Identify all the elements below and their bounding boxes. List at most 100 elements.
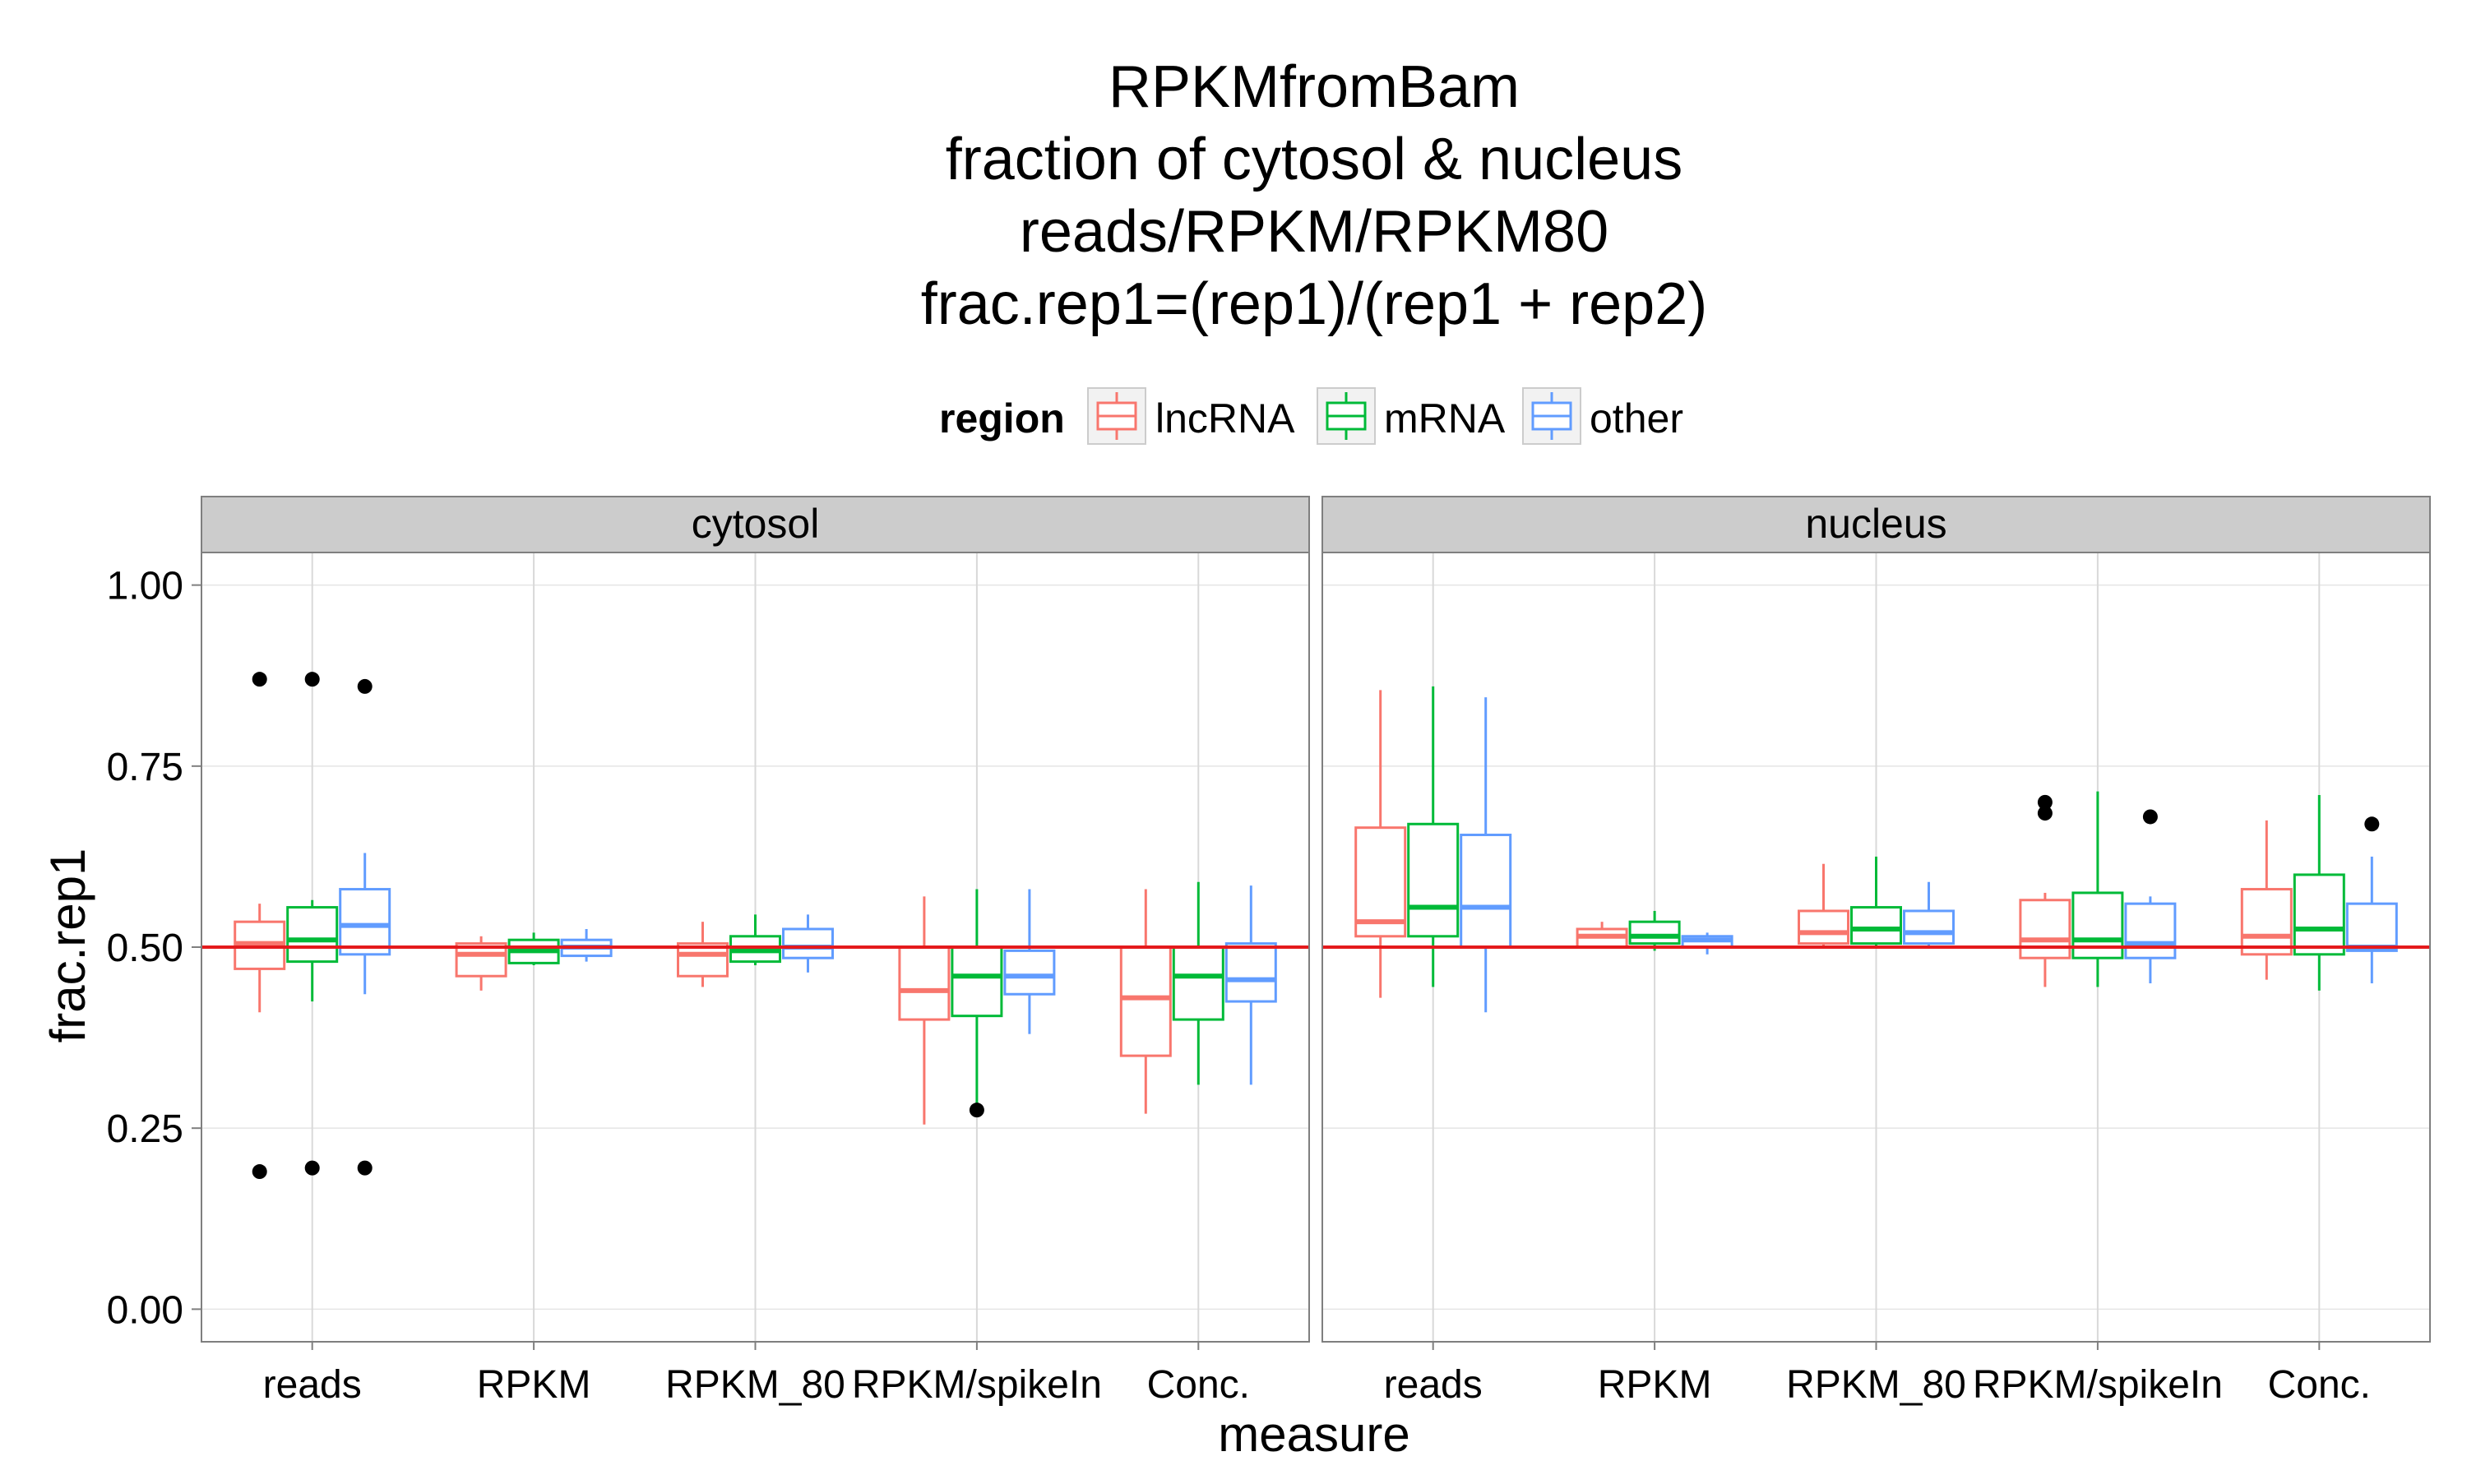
x-tick-label: Conc.	[2268, 1363, 2371, 1407]
box-mRNA	[1850, 856, 1902, 947]
x-tick-label: RPKM	[1598, 1363, 1712, 1407]
facet-strip	[1321, 496, 2431, 553]
x-tick-label: RPKM_80	[1786, 1363, 1966, 1407]
box-iqr	[1224, 942, 1277, 1003]
box-iqr	[1172, 945, 1224, 1021]
legend: region lncRNA mRNA other	[939, 387, 1683, 445]
box-iqr	[898, 945, 951, 1021]
y-axis-title: frac.rep1	[40, 848, 95, 1043]
box-other	[339, 678, 391, 1176]
box-iqr	[455, 942, 507, 978]
box-iqr	[2240, 888, 2293, 956]
outlier-point	[304, 1160, 320, 1176]
x-tick-label: RPKM_80	[665, 1363, 845, 1407]
outlier-point	[357, 678, 373, 694]
box-other	[1460, 697, 1512, 1013]
outlier-point	[2037, 806, 2053, 821]
box-iqr	[339, 888, 391, 956]
facet-strip	[201, 496, 1310, 553]
facet-strip-label: nucleus	[1805, 501, 1946, 547]
x-axis-title: measure	[1218, 1407, 1409, 1462]
title-line-2: fraction of cytosol & nucleus	[946, 127, 1682, 192]
box-group-RPKM_80	[1798, 856, 1955, 947]
outlier-point	[252, 672, 267, 687]
box-iqr	[1903, 909, 1955, 945]
box-iqr	[1798, 909, 1849, 945]
box-iqr	[1003, 949, 1056, 996]
box-iqr	[1354, 826, 1407, 938]
outlier-point	[2364, 816, 2380, 832]
box-other	[2124, 809, 2177, 984]
box-mRNA	[286, 672, 339, 1176]
x-tick-label: reads	[263, 1363, 362, 1407]
box-group-reads	[234, 672, 391, 1180]
box-mRNA	[507, 932, 560, 966]
box-iqr	[1119, 945, 1172, 1057]
box-other	[1224, 885, 1277, 1085]
box-lncRNA	[455, 936, 507, 991]
panel-nucleus: nucleus reads RPKM RPKM_80 RPKM/spikeIn Conc.	[1321, 496, 2431, 1407]
box-mRNA	[1628, 910, 1681, 951]
facet-strip-label: cytosol	[692, 501, 820, 547]
box-lncRNA	[1354, 690, 1407, 998]
box-iqr	[2124, 902, 2177, 959]
y-tick-label: 1.00	[107, 565, 183, 608]
box-iqr	[1460, 833, 1512, 949]
y-tick-label: 0.75	[107, 746, 183, 789]
title-line-1: RPKMfromBam	[1109, 54, 1520, 120]
box-lncRNA	[234, 672, 286, 1180]
box-other	[1003, 889, 1056, 1034]
box-iqr	[677, 942, 729, 978]
outlier-point	[2037, 794, 2053, 810]
box-lncRNA	[2240, 820, 2293, 980]
title-line-4: frac.rep1=(rep1)/(rep1 + rep2)	[921, 271, 1707, 337]
box-iqr	[951, 945, 1003, 1018]
box-iqr	[286, 906, 339, 964]
box-iqr	[782, 927, 834, 959]
y-axis: 0.00 0.25 0.50 0.75 1.00	[107, 565, 201, 1332]
box-group-Conc.	[1119, 881, 1277, 1114]
box-iqr	[2345, 902, 2398, 952]
box-group-reads	[1354, 686, 1512, 1013]
box-lncRNA	[677, 922, 729, 987]
box-mRNA	[1407, 686, 1460, 987]
legend-label-other: other	[1590, 395, 1683, 442]
outlier-point	[969, 1103, 984, 1118]
x-tick-label: RPKM	[477, 1363, 591, 1407]
box-group-RPKM_80	[677, 914, 834, 987]
box-mRNA	[729, 914, 781, 966]
legend-item-mrna[interactable]: mRNA	[1317, 387, 1506, 445]
box-group-RPKM/spikeIn	[898, 889, 1056, 1125]
box-iqr	[2293, 873, 2345, 956]
legend-label-mrna: mRNA	[1384, 395, 1506, 442]
outlier-point	[2142, 809, 2158, 825]
box-iqr	[1628, 920, 1681, 945]
box-mRNA	[2293, 795, 2345, 991]
box-iqr	[1850, 906, 1902, 945]
panel-cytosol: cytosol reads RPKM RPKM_80 RPKM/spikeIn Conc.	[201, 496, 1310, 1407]
box-other	[1903, 881, 1955, 947]
legend-title: region	[939, 395, 1065, 442]
y-tick-label: 0.00	[107, 1288, 183, 1332]
outlier-point	[304, 672, 320, 687]
title-line-3: reads/RPKM/RPKM80	[1020, 199, 1608, 265]
legend-label-lncrna: lncRNA	[1155, 395, 1295, 442]
box-iqr	[2019, 899, 2071, 959]
box-lncRNA	[1798, 863, 1849, 947]
chart-title: RPKMfromBam fraction of cytosol & nucleu…	[921, 54, 1707, 337]
legend-item-other[interactable]: other	[1522, 387, 1683, 445]
legend-item-lncrna[interactable]: lncRNA	[1087, 387, 1295, 445]
box-group-RPKM	[1576, 910, 1733, 955]
outlier-point	[252, 1164, 267, 1180]
outlier-point	[357, 1160, 373, 1176]
x-tick-label: reads	[1384, 1363, 1483, 1407]
box-lncRNA	[1119, 889, 1172, 1114]
box-iqr	[1407, 822, 1460, 938]
x-tick-label: RPKM/spikeIn	[1973, 1363, 2223, 1407]
x-tick-label: Conc.	[1147, 1363, 1250, 1407]
y-tick-label: 0.25	[107, 1107, 183, 1151]
box-mRNA	[951, 889, 1003, 1118]
